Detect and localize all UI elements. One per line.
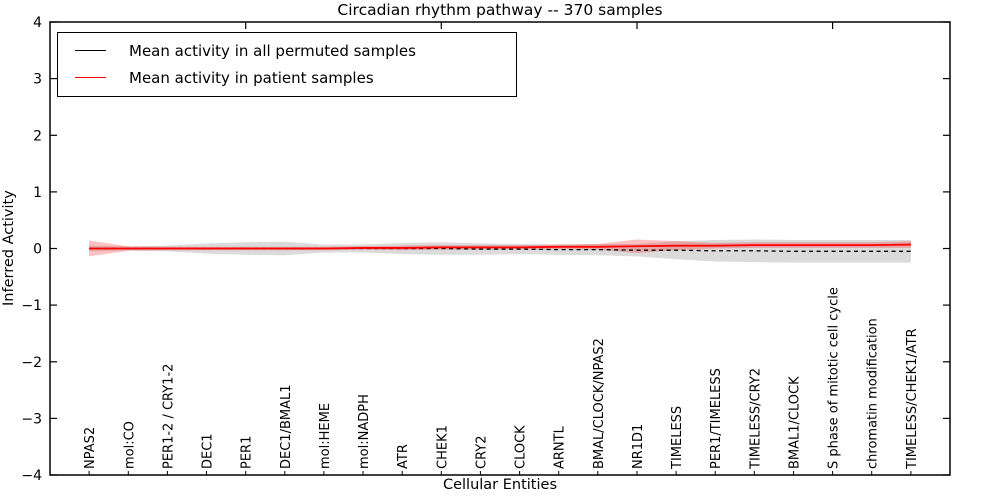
legend-label-patient: Mean activity in patient samples (129, 68, 374, 87)
y-tick-label: 2 (33, 128, 42, 144)
x-tick-label: mol:NADPH (357, 394, 372, 469)
x-tick-label: CHEK1 (435, 425, 450, 469)
x-tick-label: PER1/TIMELESS (709, 368, 724, 469)
x-tick-label: PER1 (240, 436, 255, 469)
legend-label-permuted: Mean activity in all permuted samples (129, 41, 416, 60)
x-tick-label: TIMELESS/CHEK1/ATR (905, 328, 920, 470)
x-tick-label: DEC1 (201, 433, 216, 469)
x-tick-label: chromatin modification (866, 318, 881, 469)
y-tick-label: −4 (21, 468, 42, 484)
y-axis-label: Inferred Activity (1, 190, 17, 307)
x-tick-label: BMAL/CLOCK/NPAS2 (592, 338, 607, 469)
y-tick-label: 3 (33, 72, 42, 88)
x-tick-label: ARNTL (553, 425, 568, 469)
legend: Mean activity in all permuted samples Me… (57, 32, 517, 97)
x-tick-label: S phase of mitotic cell cycle (827, 287, 842, 469)
y-tick-label: −2 (21, 355, 42, 371)
x-axis-label: Cellular Entities (442, 477, 558, 493)
x-tick-label: TIMELESS/CRY2 (748, 368, 763, 470)
chart-title: Circadian rhythm pathway -- 370 samples (337, 1, 663, 19)
legend-entry-permuted: Mean activity in all permuted samples (58, 37, 516, 64)
patient-mean-line (89, 243, 911, 250)
y-tick-label: −3 (21, 411, 42, 427)
x-tick-label: mol:HEME (318, 403, 333, 469)
x-tick-label: mol:CO (122, 421, 137, 469)
x-tick-label: CLOCK (514, 425, 529, 469)
legend-entry-patient: Mean activity in patient samples (58, 64, 516, 91)
permuted-line-swatch (75, 50, 106, 51)
patient-line-swatch (75, 77, 106, 78)
y-tick-label: 0 (33, 242, 42, 258)
x-tick-label: NR1D1 (631, 424, 646, 469)
x-tick-label: ATR (396, 444, 411, 469)
y-tick-label: 4 (33, 15, 42, 31)
x-tick-label: NPAS2 (83, 427, 98, 469)
x-tick-label: BMAL1/CLOCK (788, 376, 803, 469)
y-tick-label: 1 (33, 185, 42, 201)
y-tick-label: −1 (21, 298, 42, 314)
x-tick-label: PER1-2 / CRY1-2 (161, 364, 176, 469)
x-tick-label: DEC1/BMAL1 (279, 385, 294, 470)
x-tick-label: TIMELESS (670, 406, 685, 470)
x-tick-label: CRY2 (474, 436, 489, 470)
